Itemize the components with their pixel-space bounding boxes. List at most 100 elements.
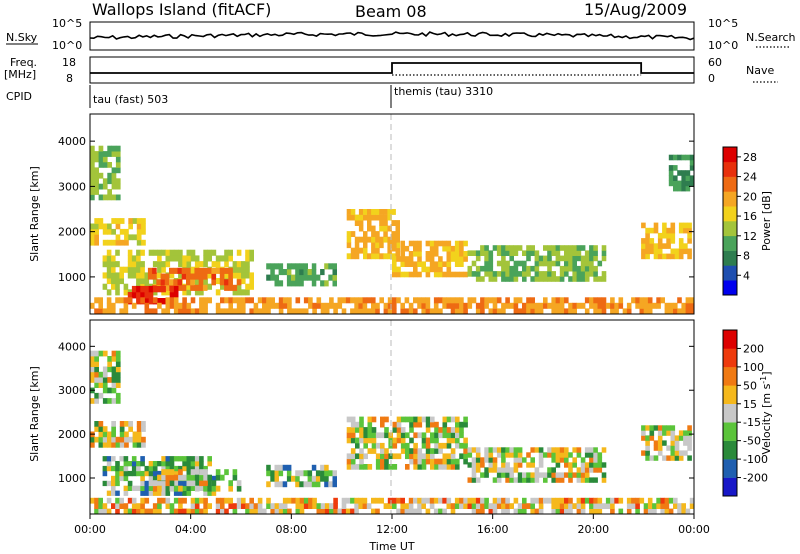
heatmap-cell <box>157 255 162 262</box>
heatmap-cell <box>668 154 674 161</box>
heatmap-cell <box>350 297 355 304</box>
heatmap-cell <box>102 426 108 432</box>
heatmap-cell <box>446 266 452 273</box>
heatmap-cell <box>123 475 129 482</box>
heatmap-cell <box>178 308 183 315</box>
heatmap-cell <box>128 426 133 432</box>
heatmap-cell <box>165 308 171 315</box>
heatmap-cell <box>649 425 655 431</box>
heatmap-cell <box>266 297 271 304</box>
heatmap-cell <box>383 503 389 509</box>
heatmap-cell <box>152 490 158 496</box>
heatmap-cell <box>614 302 619 309</box>
heatmap-cell <box>341 508 347 515</box>
colorbar-swatch <box>723 440 737 460</box>
heatmap-cell <box>417 240 422 247</box>
heatmap-cell <box>559 452 565 458</box>
heatmap-cell <box>182 485 187 491</box>
heatmap-cell <box>98 145 104 152</box>
heatmap-cell <box>90 398 95 404</box>
heatmap-cell <box>459 240 464 247</box>
heatmap-cell <box>492 503 498 509</box>
heatmap-cell <box>282 503 288 509</box>
heatmap-cell <box>341 503 347 509</box>
heatmap-cell <box>597 452 603 458</box>
heatmap-cell <box>530 245 535 251</box>
heatmap-cell <box>152 278 158 285</box>
heatmap-cell <box>98 172 104 179</box>
heatmap-cell <box>543 497 548 504</box>
heatmap-cell <box>492 297 498 304</box>
heatmap-cell <box>190 279 195 286</box>
heatmap-cell <box>626 503 632 509</box>
heatmap-cell <box>282 481 288 488</box>
heatmap-cell <box>662 227 667 234</box>
heatmap-cell <box>505 250 510 256</box>
heatmap-cell <box>115 442 121 448</box>
heatmap-cell <box>198 279 204 286</box>
heatmap-cell <box>685 170 691 176</box>
heatmap-cell <box>106 297 112 304</box>
heatmap-cell <box>484 457 489 463</box>
heatmap-cell <box>551 447 556 453</box>
heatmap-cell <box>425 297 431 304</box>
heatmap-cell <box>367 220 372 226</box>
heatmap-cell <box>589 452 594 458</box>
heatmap-cell <box>543 271 548 277</box>
heatmap-cell <box>450 297 456 304</box>
heatmap-cell <box>287 297 292 304</box>
heatmap-cell <box>371 497 376 504</box>
heatmap-cell <box>685 175 691 181</box>
heatmap-cell <box>152 503 158 509</box>
heatmap-cell <box>463 503 468 509</box>
heatmap-cell <box>593 457 598 463</box>
heatmap-cell <box>580 457 586 463</box>
heatmap-cell <box>127 497 133 504</box>
heatmap-cell <box>346 253 352 260</box>
heatmap-cell <box>119 278 124 285</box>
heatmap-cell <box>425 256 431 262</box>
heatmap-cell <box>593 245 598 251</box>
heatmap-cell <box>656 302 661 309</box>
heatmap-cell <box>236 279 242 286</box>
heatmap-cell <box>513 308 519 315</box>
heatmap-cell <box>681 185 686 192</box>
heatmap-cell <box>568 462 573 468</box>
heatmap-cell <box>311 481 317 488</box>
heatmap-cell <box>421 437 427 444</box>
heatmap-cell <box>203 465 208 472</box>
heatmap-cell <box>182 456 187 462</box>
heatmap-cell <box>295 470 300 477</box>
heatmap-cell <box>492 245 498 251</box>
heatmap-cell <box>580 467 586 473</box>
heatmap-cell <box>98 194 104 201</box>
heatmap-cell <box>257 297 263 304</box>
heatmap-cell <box>601 255 607 262</box>
heatmap-cell <box>409 453 414 460</box>
heatmap-cell <box>475 467 481 473</box>
heatmap-cell <box>580 265 586 272</box>
heatmap-cell <box>505 260 510 267</box>
heatmap-cell <box>128 436 133 443</box>
heatmap-cell <box>662 232 667 239</box>
heatmap-cell <box>119 239 125 246</box>
heatmap-cell <box>152 480 158 487</box>
heatmap-cell <box>572 503 577 509</box>
heatmap-cell <box>182 289 187 296</box>
heatmap-cell <box>593 462 598 468</box>
heatmap-cell <box>144 485 150 491</box>
heatmap-cell <box>645 243 650 249</box>
heatmap-cell <box>505 297 510 304</box>
heatmap-cell <box>438 266 443 273</box>
heatmap-cell <box>375 209 380 215</box>
heatmap-cell <box>190 249 196 256</box>
heatmap-cell <box>492 308 498 315</box>
heatmap-cell <box>408 251 414 257</box>
heatmap-cell <box>433 308 439 315</box>
heatmap-cell <box>396 453 402 460</box>
heatmap-cell <box>593 297 598 304</box>
heatmap-cell <box>417 458 423 465</box>
heatmap-cell <box>332 475 337 482</box>
heatmap-cell <box>454 256 460 262</box>
heatmap-cell <box>446 458 452 465</box>
